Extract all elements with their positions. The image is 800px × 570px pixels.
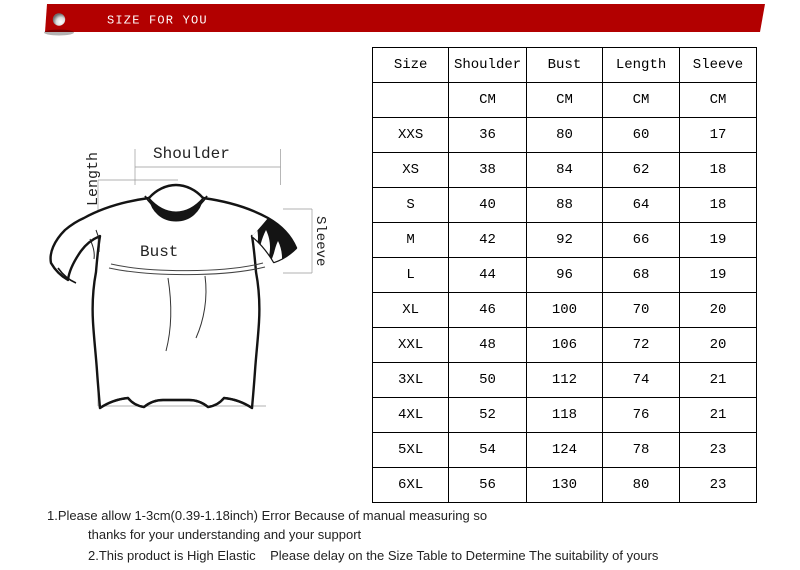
svg-text:SIZE FOR YOU: SIZE FOR YOU bbox=[107, 14, 208, 28]
svg-text:Bust: Bust bbox=[140, 243, 178, 261]
svg-text:Shoulder: Shoulder bbox=[153, 145, 230, 163]
svg-text:Length: Length bbox=[85, 152, 102, 206]
svg-text:Sleeve: Sleeve bbox=[312, 216, 328, 266]
